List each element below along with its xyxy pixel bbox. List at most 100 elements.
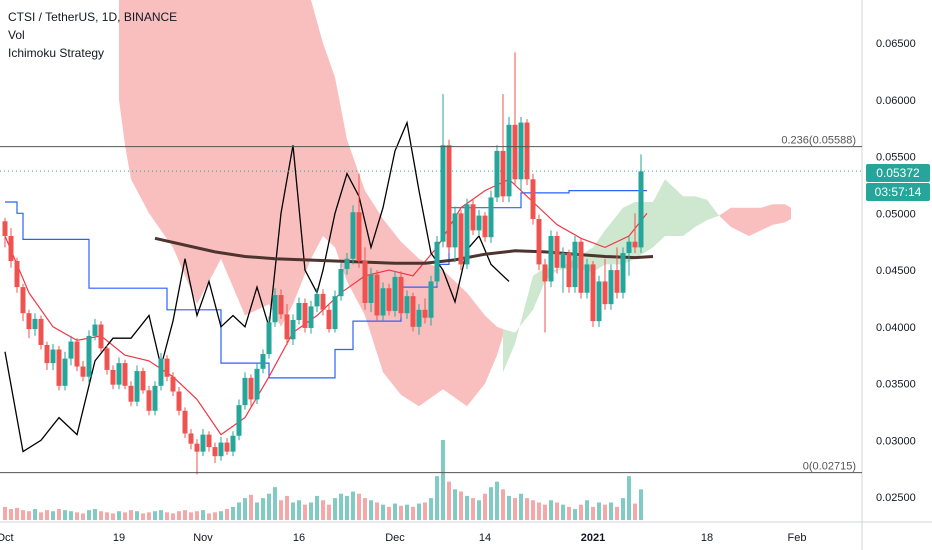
fib-label: 0(0.02715) — [803, 461, 856, 473]
time-axis[interactable]: Oct 19 Nov 16 Dec 14 2021 18 Feb — [0, 532, 806, 544]
candle — [452, 206, 458, 263]
candle-body — [476, 215, 482, 231]
volume-bar — [231, 506, 235, 520]
volume-bar — [375, 502, 379, 520]
volume-bar — [405, 504, 409, 520]
candle — [638, 154, 644, 254]
volume-bar — [93, 509, 97, 520]
candle — [110, 365, 116, 390]
tenkan-line — [4, 178, 648, 436]
candle-body — [236, 405, 242, 436]
volume-bar — [597, 502, 601, 520]
candle-body — [200, 434, 206, 452]
candle — [458, 209, 464, 271]
candle-body — [638, 171, 644, 248]
candle-body — [176, 391, 182, 411]
candle-body — [110, 369, 116, 385]
candle — [560, 247, 566, 293]
candle-body — [50, 349, 56, 364]
candle — [32, 313, 38, 336]
price-axis[interactable]: 0.06500 0.06000 0.05500 0.05000 0.04500 0.040… — [876, 38, 916, 504]
candle-body — [434, 241, 440, 282]
candle-body — [14, 261, 20, 288]
volume-bar — [213, 512, 217, 520]
candle — [356, 173, 362, 268]
volume-bar — [381, 504, 385, 520]
candle-body — [584, 264, 590, 293]
candle-body — [470, 204, 476, 231]
candle — [404, 290, 410, 319]
candle-body — [542, 264, 548, 282]
candle — [512, 52, 518, 185]
candle — [482, 212, 488, 242]
volume-bar — [9, 509, 13, 520]
volume-bar — [339, 493, 343, 520]
candle-body — [578, 241, 584, 293]
volume-bar — [585, 500, 589, 520]
volume-bar — [483, 493, 487, 520]
x-tick-label: Nov — [193, 532, 213, 544]
volume-bar — [423, 502, 427, 520]
candle — [488, 190, 494, 243]
volume-bar — [123, 512, 127, 520]
candle — [614, 247, 620, 299]
candle-body — [2, 221, 8, 237]
candle — [428, 275, 434, 326]
candle — [2, 217, 8, 248]
volume-bar — [75, 512, 79, 520]
volume-bar — [459, 491, 463, 520]
candle-body — [530, 179, 536, 220]
candle — [104, 344, 110, 375]
volume-bar — [603, 504, 607, 520]
candle — [272, 288, 278, 327]
indicator-ichimoku-label[interactable]: Ichimoku Strategy — [8, 46, 105, 60]
candle-body — [536, 219, 542, 265]
volume-bar — [165, 512, 169, 520]
candle-body — [458, 213, 464, 265]
candle-body — [620, 253, 626, 293]
candle-body — [572, 241, 578, 288]
candle-body — [392, 276, 398, 311]
candle-body — [314, 293, 320, 307]
candle — [230, 431, 236, 457]
candle-body — [146, 390, 152, 411]
x-tick-label: 14 — [479, 532, 491, 544]
volume-bar — [27, 511, 31, 520]
candle — [524, 119, 530, 185]
candle-body — [128, 385, 134, 402]
volume-bar — [141, 513, 145, 520]
volume-bar — [3, 506, 7, 520]
volume-bar — [411, 506, 415, 520]
candle-body — [374, 274, 380, 316]
indicator-vol-label[interactable]: Vol — [8, 28, 25, 42]
y-tick-label: 0.06000 — [876, 95, 916, 107]
volume-bar — [57, 509, 61, 520]
candle-body — [518, 122, 524, 180]
candle — [446, 139, 452, 254]
volume-bar — [435, 476, 439, 520]
candle — [476, 209, 482, 237]
candle — [500, 94, 506, 202]
volume-bar — [189, 512, 193, 520]
volume-bars — [3, 440, 643, 520]
candle — [338, 263, 344, 301]
volume-bar — [357, 493, 361, 520]
candle — [8, 228, 14, 268]
candle-body — [482, 215, 488, 238]
candle — [176, 386, 182, 416]
symbol-title[interactable]: CTSI / TetherUS, 1D, BINANCE — [8, 10, 178, 24]
candle-body — [140, 371, 146, 391]
candle — [182, 407, 188, 439]
candle — [332, 290, 338, 333]
volume-bar — [387, 506, 391, 520]
volume-bar — [501, 489, 505, 520]
volume-bar — [309, 502, 313, 520]
volume-bar — [615, 506, 619, 520]
volume-bar — [531, 500, 535, 520]
candle-body — [368, 274, 374, 303]
candle — [302, 298, 308, 333]
candle-body — [560, 253, 566, 268]
volume-bar — [633, 503, 637, 520]
volume-bar — [639, 489, 643, 520]
